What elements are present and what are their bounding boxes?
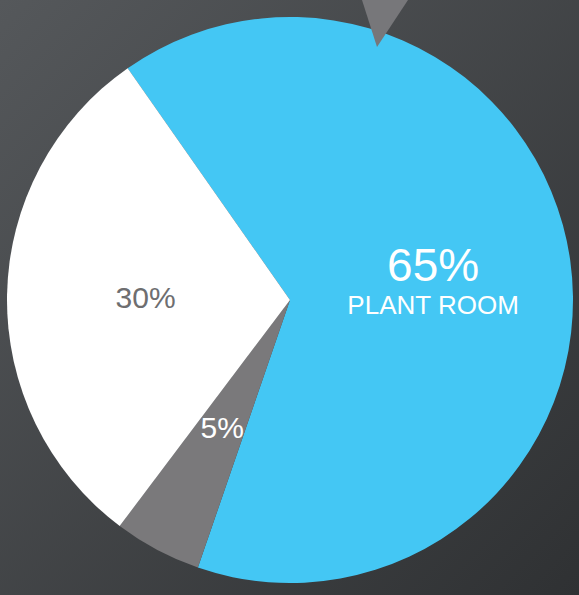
svg-text:30%: 30% [115,281,175,314]
svg-text:5%: 5% [200,411,243,444]
svg-text:PLANT ROOM: PLANT ROOM [347,290,518,320]
svg-text:65%: 65% [387,239,479,291]
